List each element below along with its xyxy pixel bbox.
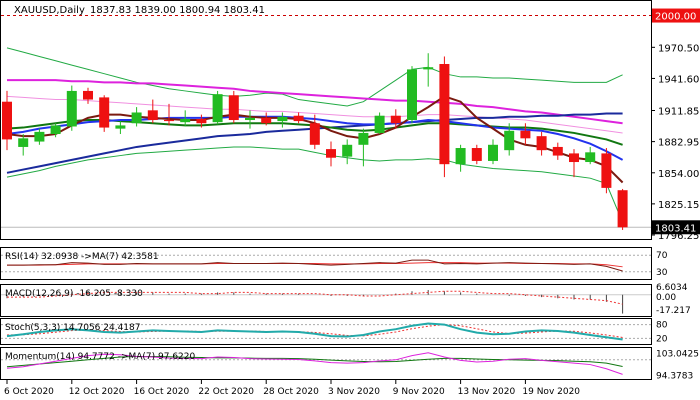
- chart-title: XAUUSD,Daily: [14, 5, 85, 16]
- bear-candle: [471, 148, 482, 161]
- price-tick-label: 1970.50: [658, 43, 699, 54]
- bull-candle: [277, 116, 288, 122]
- bear-candle: [83, 90, 93, 100]
- bull-candle: [585, 152, 596, 163]
- momentum-label: Momentum(14) 94.7772 ->MA(7) 97.6220: [5, 352, 196, 362]
- bear-candle: [326, 149, 336, 158]
- stoch-label: Stoch(5,3,3) 14.7056 24.4187: [5, 323, 140, 333]
- bear-candle: [390, 115, 401, 124]
- bear-candle: [536, 136, 547, 151]
- ma-magenta-line: [7, 79, 623, 125]
- macd-signal-line: [7, 290, 623, 305]
- bull-candle: [504, 130, 515, 151]
- ma-pink-line: [6, 95, 623, 134]
- rsi-tick-label: 70: [656, 251, 668, 261]
- stoch-tick-label: 80: [656, 321, 668, 331]
- bull-candle: [407, 69, 417, 121]
- price-tick-label: 1854.00: [658, 169, 699, 180]
- price-tick-label: 1825.15: [658, 200, 699, 211]
- time-tick-label: 16 Oct 2020: [134, 387, 190, 397]
- macd-panel: [0, 284, 652, 317]
- bull-candle: [66, 90, 77, 127]
- bear-candle: [617, 190, 628, 228]
- time-axis: 6 Oct 2020 12 Oct 2020 16 Oct 2020 22 Oct 2…: [4, 380, 580, 397]
- bear-candle: [164, 120, 174, 122]
- bear-candle: [309, 123, 320, 145]
- rsi-label: RSI(14) 32.0938 ->MA(7) 42.3581: [5, 252, 159, 262]
- stoch-k-line: [6, 322, 623, 341]
- bear-candle: [520, 130, 531, 139]
- bb-lower-line: [6, 146, 624, 223]
- time-tick-label: 13 Nov 2020: [458, 387, 516, 397]
- time-tick-label: 12 Oct 2020: [69, 387, 125, 397]
- stoch-d-line: [6, 324, 623, 338]
- bull-candle: [342, 144, 353, 157]
- bear-candle: [552, 146, 563, 156]
- bull-candle: [358, 132, 369, 145]
- resistance-price-box: [652, 8, 700, 23]
- price-tick-label: 1941.60: [658, 74, 699, 85]
- macd-tick-label: -17.217: [656, 306, 691, 316]
- bear-candle: [228, 95, 239, 121]
- time-tick-label: 3 Nov 2020: [328, 387, 380, 397]
- bull-candle: [115, 125, 126, 129]
- momentum-ma-line: [6, 355, 623, 368]
- price-tick-label: 1796.25: [658, 231, 699, 242]
- last-price-box: [652, 220, 700, 235]
- bear-candle: [261, 117, 272, 124]
- ohlc-header: 1837.83 1839.00 1800.94 1803.41: [90, 5, 265, 16]
- rsi-line: [7, 259, 623, 272]
- stoch-tick-label: 20: [656, 334, 668, 344]
- time-tick-label: 22 Oct 2020: [198, 387, 254, 397]
- bull-candle: [245, 117, 255, 121]
- bull-candle: [18, 138, 29, 147]
- bull-candle: [212, 94, 223, 123]
- macd-tick-label: 0.00: [656, 293, 676, 303]
- bear-candle: [147, 110, 158, 121]
- price-tick-label: 1882.95: [658, 138, 699, 149]
- bull-candle: [374, 115, 385, 133]
- bear-candle: [601, 153, 612, 188]
- resistance-price-label: 2000.00: [655, 12, 696, 23]
- bear-candle: [99, 97, 110, 128]
- momentum-panel: [0, 347, 652, 380]
- bb-upper-line: [6, 47, 623, 107]
- bear-candle: [196, 118, 207, 124]
- price-tick-label: 1911.85: [658, 106, 699, 117]
- last-price-label: 1803.41: [655, 223, 696, 234]
- bull-candle: [50, 125, 61, 135]
- bull-candle: [131, 112, 142, 124]
- time-tick-label: 28 Oct 2020: [263, 387, 319, 397]
- bull-candle: [488, 144, 498, 161]
- macd-tick-label: 6.6034: [656, 283, 688, 293]
- bull-candle: [455, 148, 466, 165]
- momentum-tick-label: 103.0425: [656, 349, 699, 359]
- main-gridlines: [1, 15, 651, 228]
- time-tick-label: 9 Nov 2020: [393, 387, 445, 397]
- bear-candle: [439, 64, 450, 165]
- momentum-tick-label: 94.3783: [656, 372, 693, 382]
- time-tick-label: 19 Nov 2020: [522, 387, 580, 397]
- bull-candle: [423, 67, 434, 70]
- bear-candle: [569, 153, 579, 163]
- momentum-line: [6, 352, 623, 375]
- rsi-tick-label: 30: [656, 268, 668, 278]
- time-tick-label: 6 Oct 2020: [4, 387, 54, 397]
- macd-label: MACD(12,26,9) -16.205 -8.330: [5, 289, 143, 299]
- bull-candle: [180, 118, 191, 123]
- bull-candle: [34, 131, 45, 142]
- candles: [2, 53, 628, 230]
- price-axis: 2000.00 1970.50 1941.60 1911.85 1882.95 1854.…: [651, 8, 700, 242]
- bear-candle: [293, 115, 304, 122]
- bear-candle: [2, 101, 12, 140]
